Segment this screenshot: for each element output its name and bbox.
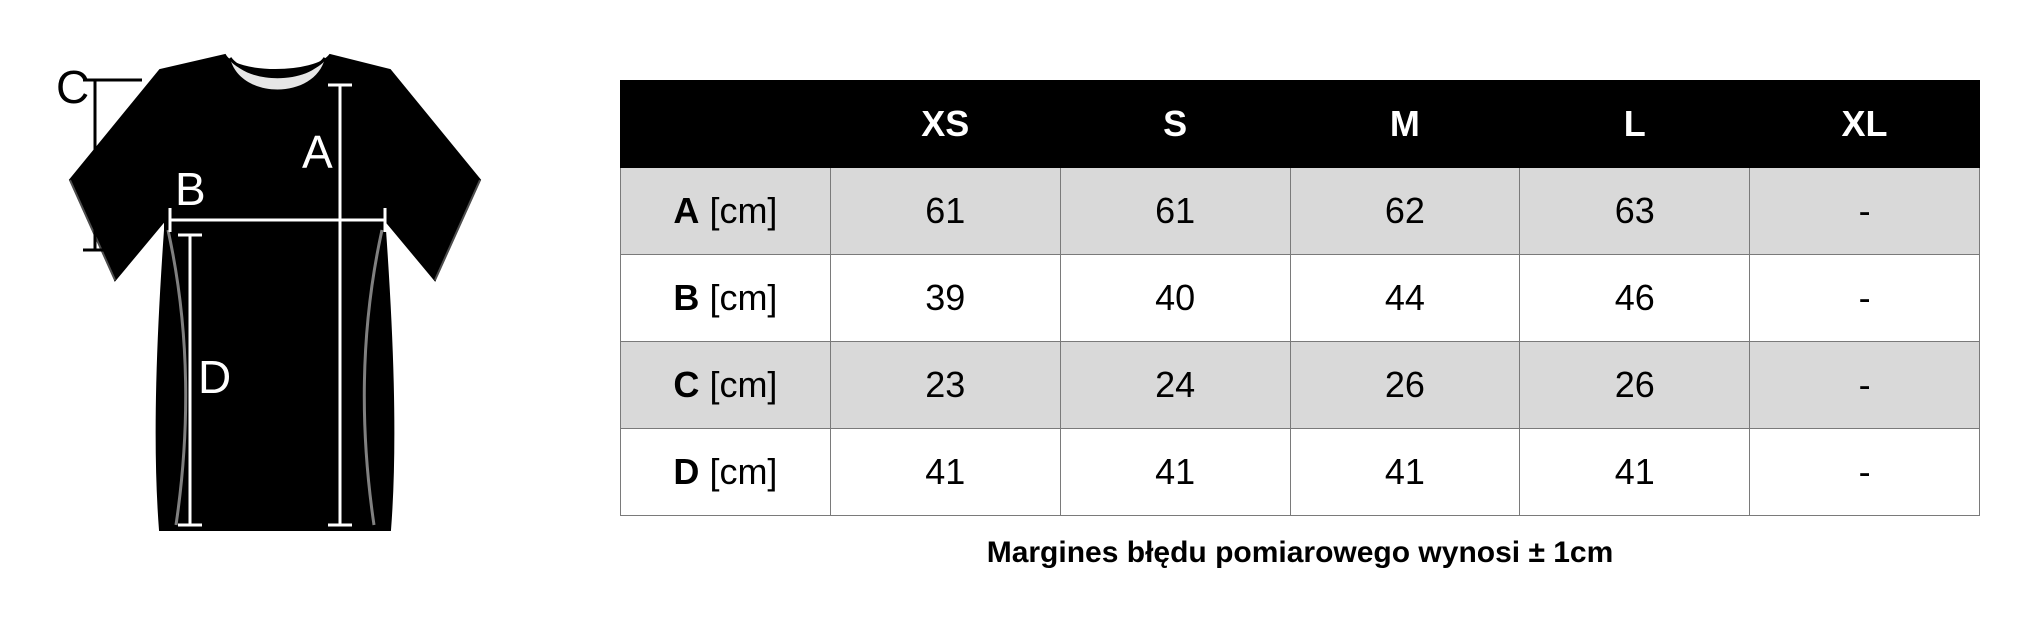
cell: - — [1750, 342, 1980, 429]
table-row: A [cm] 61 61 62 63 - — [621, 168, 1980, 255]
cell: 62 — [1290, 168, 1520, 255]
cell: 63 — [1520, 168, 1750, 255]
cell: 46 — [1520, 255, 1750, 342]
header-size: S — [1060, 81, 1290, 168]
header-empty — [621, 81, 831, 168]
row-label: B [cm] — [621, 255, 831, 342]
header-size: L — [1520, 81, 1750, 168]
row-label: A [cm] — [621, 168, 831, 255]
size-table: XS S M L XL A [cm] 61 61 62 63 - B [cm] — [620, 80, 1980, 516]
cell: 41 — [1060, 429, 1290, 516]
dim-label-a: A — [302, 125, 333, 179]
dim-label-d: D — [198, 350, 231, 404]
cell: 61 — [830, 168, 1060, 255]
size-table-region: XS S M L XL A [cm] 61 61 62 63 - B [cm] — [620, 80, 1980, 570]
cell: - — [1750, 429, 1980, 516]
row-label: D [cm] — [621, 429, 831, 516]
cell: - — [1750, 255, 1980, 342]
row-label: C [cm] — [621, 342, 831, 429]
dim-label-c: C — [56, 60, 89, 114]
table-row: D [cm] 41 41 41 41 - — [621, 429, 1980, 516]
cell: 26 — [1290, 342, 1520, 429]
cell: 41 — [1290, 429, 1520, 516]
cell: - — [1750, 168, 1980, 255]
cell: 39 — [830, 255, 1060, 342]
table-header-row: XS S M L XL — [621, 81, 1980, 168]
cell: 24 — [1060, 342, 1290, 429]
cell: 41 — [1520, 429, 1750, 516]
header-size: XL — [1750, 81, 1980, 168]
cell: 61 — [1060, 168, 1290, 255]
tshirt-shape — [40, 30, 500, 550]
cell: 40 — [1060, 255, 1290, 342]
header-size: M — [1290, 81, 1520, 168]
cell: 23 — [830, 342, 1060, 429]
dim-label-b: B — [175, 162, 206, 216]
table-row: C [cm] 23 24 26 26 - — [621, 342, 1980, 429]
footnote: Margines błędu pomiarowego wynosi ± 1cm — [620, 536, 1980, 570]
tshirt-diagram: A B C D — [40, 30, 500, 550]
cell: 41 — [830, 429, 1060, 516]
cell: 44 — [1290, 255, 1520, 342]
table-row: B [cm] 39 40 44 46 - — [621, 255, 1980, 342]
cell: 26 — [1520, 342, 1750, 429]
header-size: XS — [830, 81, 1060, 168]
